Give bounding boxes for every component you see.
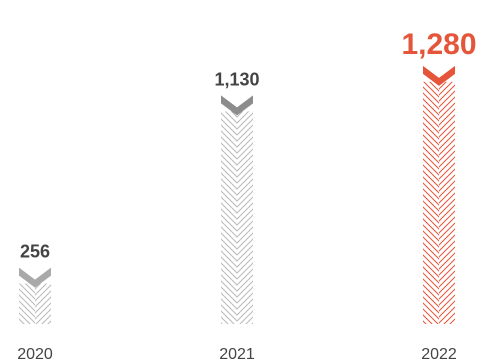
bar-marker-2020 [19,267,51,288]
bar-2020-left [19,283,35,324]
value-label-2020: 256 [20,242,50,262]
x-tick-label-2022: 2022 [421,346,457,363]
value-label-2021: 1,130 [214,69,259,89]
bar-2022-right [439,81,455,324]
bar-group-2020: 256 2020 [17,242,53,363]
bar-group-2021: 1,130 2021 [214,69,259,363]
bar-group-2022: 1,280 2022 [401,28,476,363]
x-tick-label-2021: 2021 [219,346,255,363]
bar-2022-left [423,81,439,324]
value-label-2022: 1,280 [401,28,476,61]
bar-2021-left [221,111,237,324]
x-tick-label-2020: 2020 [17,346,53,363]
bar-marker-2021 [221,95,253,116]
bar-2021-right [237,111,253,324]
bar-marker-2022 [423,65,455,86]
bar-2020-right [35,283,51,324]
